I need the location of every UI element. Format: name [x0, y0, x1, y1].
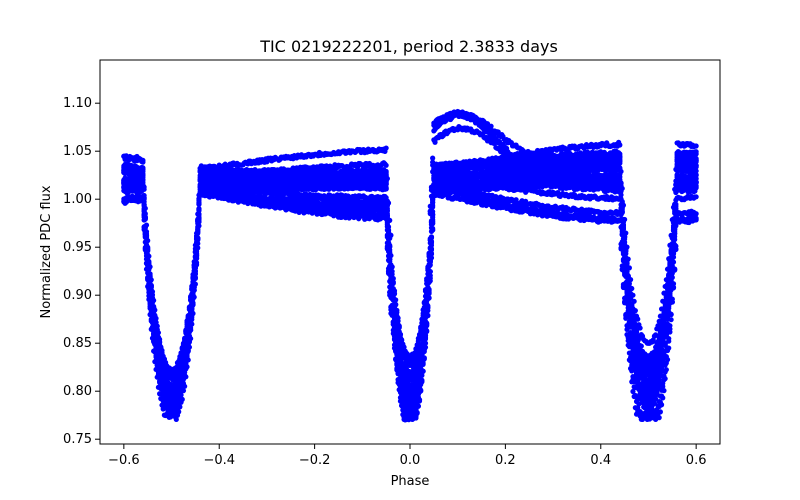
data-points [121, 108, 699, 423]
data-point [693, 194, 699, 200]
chart-title: TIC 0219222201, period 2.3833 days [259, 37, 558, 56]
data-point [432, 139, 438, 145]
data-point [488, 123, 494, 129]
data-point [492, 140, 498, 147]
data-point [430, 155, 436, 161]
